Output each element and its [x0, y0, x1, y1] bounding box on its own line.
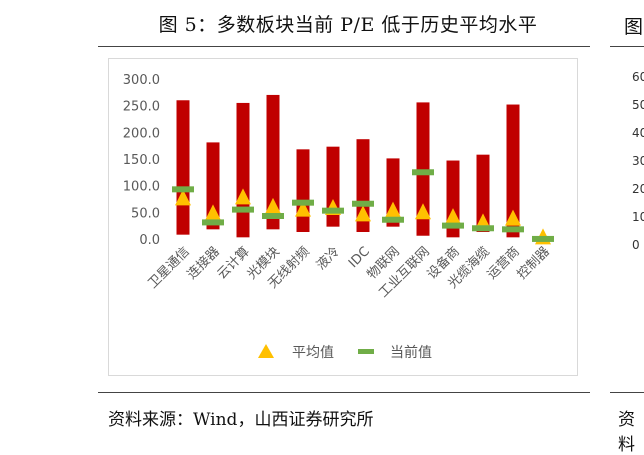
- x-category-label: 运营商: [485, 244, 523, 282]
- neighbor-y-tick: 20: [632, 182, 644, 196]
- neighbor-bottom-rule: [610, 392, 644, 393]
- range-bar: [296, 149, 310, 232]
- range-bar: [176, 100, 190, 235]
- current-marker: [322, 207, 344, 214]
- neighbor-top-rule: [610, 46, 644, 47]
- range-bar: [476, 154, 490, 232]
- average-marker: [295, 200, 311, 217]
- current-marker: [442, 222, 464, 229]
- neighbor-source-note: 资料: [618, 410, 635, 455]
- legend-current-icon: [358, 349, 374, 354]
- range-bar: [206, 142, 220, 230]
- neighbor-y-tick: 50: [632, 98, 644, 112]
- current-marker: [172, 186, 194, 193]
- current-marker: [202, 219, 224, 226]
- x-category-label: 控制器: [515, 244, 553, 282]
- range-bar: [236, 102, 250, 238]
- source-note: 资料来源：Wind，山西证券研究所: [108, 410, 374, 430]
- legend-current-label: 当前值: [390, 344, 432, 361]
- average-marker: [235, 188, 251, 205]
- current-marker: [532, 235, 554, 242]
- x-category-label: 云计算: [215, 244, 253, 282]
- neighbor-figure-title: 图: [624, 16, 644, 38]
- current-marker: [232, 206, 254, 213]
- neighbor-y-tick: 0: [632, 238, 640, 252]
- current-marker: [292, 199, 314, 206]
- x-category-label: 连接器: [184, 244, 223, 283]
- average-marker: [505, 209, 521, 226]
- y-tick-label: 50.0: [131, 206, 160, 221]
- range-bar: [356, 139, 370, 232]
- figure-title: 图 5：多数板块当前 P/E 低于历史平均水平: [158, 14, 538, 36]
- average-marker: [415, 203, 431, 220]
- neighbor-y-tick: 10: [632, 210, 644, 224]
- range-bar: [506, 104, 520, 238]
- x-category-label: 卫星通信: [145, 244, 192, 291]
- top-rule: [98, 46, 590, 47]
- neighbor-y-tick: 60: [632, 70, 644, 84]
- average-marker: [385, 201, 401, 218]
- current-marker: [472, 225, 494, 232]
- y-tick-label: 0.0: [139, 233, 160, 248]
- y-tick-label: 300.0: [123, 73, 160, 88]
- legend-average-icon: [258, 344, 274, 358]
- average-marker: [355, 205, 371, 222]
- neighbor-y-tick: 30: [632, 154, 644, 168]
- pe-range-chart: 300.0 250.0 200.0 150.0 100.0 50.0 0.0卫星通信连接器云…: [123, 73, 554, 361]
- range-bar: [266, 94, 280, 230]
- average-marker: [205, 204, 221, 221]
- current-marker: [382, 216, 404, 223]
- average-marker: [175, 189, 191, 206]
- neighbor-y-tick: 40: [632, 126, 644, 140]
- legend-average-label: 平均值: [292, 345, 334, 361]
- y-tick-label: 250.0: [123, 100, 160, 115]
- current-marker: [412, 169, 434, 176]
- x-category-label: 液冷: [314, 244, 343, 273]
- current-marker: [502, 226, 524, 233]
- y-tick-label: 200.0: [123, 126, 160, 141]
- current-marker: [352, 200, 374, 207]
- y-tick-label: 150.0: [123, 153, 160, 168]
- current-marker: [262, 213, 284, 219]
- bottom-rule: [98, 392, 590, 393]
- y-tick-label: 100.0: [123, 180, 160, 195]
- average-marker: [265, 197, 281, 214]
- average-marker: [445, 208, 461, 225]
- range-bar: [416, 102, 430, 236]
